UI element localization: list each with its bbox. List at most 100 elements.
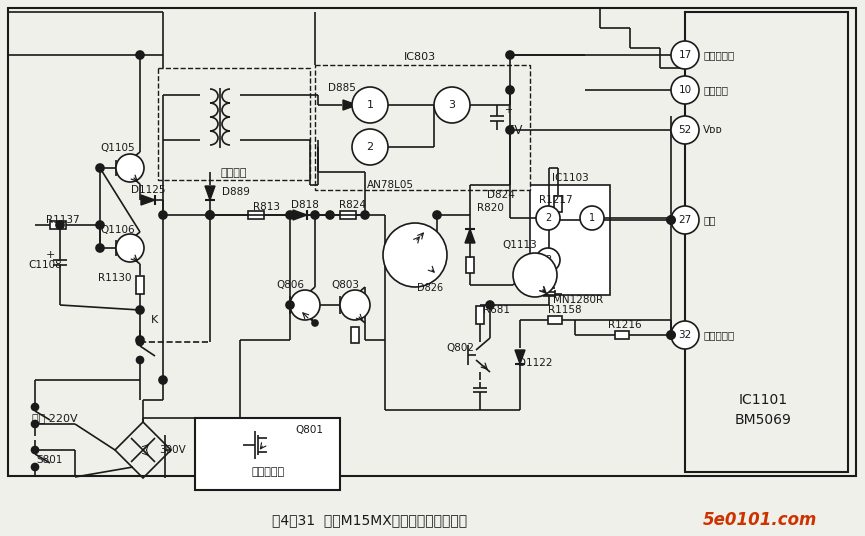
Text: 32: 32	[678, 330, 692, 340]
Bar	[340, 211, 356, 219]
Circle shape	[340, 290, 370, 320]
Text: 52: 52	[678, 125, 692, 135]
Text: 电源接通: 电源接通	[703, 85, 728, 95]
Circle shape	[352, 87, 388, 123]
Bar	[248, 211, 264, 219]
Circle shape	[159, 376, 167, 384]
Circle shape	[136, 306, 144, 314]
Text: 电源通／断: 电源通／断	[703, 330, 734, 340]
Bar	[195, 418, 340, 490]
Circle shape	[96, 221, 104, 229]
Circle shape	[312, 320, 318, 326]
Text: 3: 3	[448, 100, 456, 110]
Bar	[685, 12, 848, 472]
Text: 键扫描输出: 键扫描输出	[703, 50, 734, 60]
Circle shape	[286, 211, 294, 219]
Circle shape	[116, 154, 144, 182]
Circle shape	[31, 421, 39, 428]
Text: 300V: 300V	[160, 445, 186, 455]
Text: Q802: Q802	[446, 343, 474, 353]
Circle shape	[96, 164, 104, 172]
Text: 2: 2	[545, 213, 551, 223]
Text: 17: 17	[678, 50, 692, 60]
Text: Q803: Q803	[331, 280, 359, 290]
Circle shape	[159, 211, 167, 219]
Text: D885: D885	[328, 83, 356, 93]
Bar	[351, 327, 359, 343]
Circle shape	[31, 404, 39, 411]
Text: R1158: R1158	[548, 305, 582, 315]
Text: S801: S801	[37, 455, 63, 465]
Circle shape	[286, 301, 294, 309]
Bar	[615, 331, 629, 339]
Text: 2: 2	[367, 142, 374, 152]
Text: 27: 27	[678, 215, 692, 225]
Bar	[136, 276, 144, 294]
Text: D826: D826	[417, 283, 443, 293]
Circle shape	[137, 356, 144, 363]
Circle shape	[31, 446, 39, 453]
Circle shape	[433, 211, 441, 219]
Circle shape	[671, 41, 699, 69]
Circle shape	[206, 211, 214, 219]
Text: BM5069: BM5069	[734, 413, 791, 427]
Polygon shape	[400, 260, 410, 270]
Bar	[554, 196, 562, 212]
Circle shape	[671, 76, 699, 104]
Text: D889: D889	[222, 187, 250, 197]
Text: R1216: R1216	[608, 320, 642, 330]
Text: IC1103: IC1103	[552, 173, 588, 183]
Circle shape	[671, 321, 699, 349]
Text: 1: 1	[367, 100, 374, 110]
Circle shape	[361, 211, 369, 219]
Text: IC803: IC803	[404, 52, 436, 62]
Text: 辅助电源: 辅助电源	[221, 168, 247, 178]
Circle shape	[513, 253, 557, 297]
Bar	[158, 68, 310, 180]
Text: Q1113: Q1113	[503, 240, 537, 250]
Text: 1: 1	[589, 213, 595, 223]
Polygon shape	[465, 229, 475, 243]
Text: C1108: C1108	[29, 260, 62, 270]
Text: 5V: 5V	[507, 123, 522, 137]
Bar	[548, 316, 562, 324]
Text: +: +	[45, 250, 54, 260]
Text: 主开关电源: 主开关电源	[252, 467, 285, 477]
Circle shape	[671, 206, 699, 234]
Circle shape	[506, 126, 514, 134]
Text: Q801: Q801	[295, 425, 323, 435]
Circle shape	[506, 86, 514, 94]
Text: K: K	[151, 315, 158, 325]
Circle shape	[667, 331, 675, 339]
Polygon shape	[205, 186, 215, 200]
Text: IC1101: IC1101	[739, 393, 787, 407]
Circle shape	[506, 51, 514, 59]
Text: Vᴅᴅ: Vᴅᴅ	[703, 125, 723, 135]
Circle shape	[326, 211, 334, 219]
Circle shape	[536, 206, 560, 230]
Text: R813: R813	[253, 202, 280, 212]
Text: 图4－31  松下M15MX机芯的电源控制电路: 图4－31 松下M15MX机芯的电源控制电路	[272, 513, 468, 527]
Bar	[466, 257, 474, 273]
Text: +: +	[504, 105, 512, 115]
Circle shape	[96, 244, 104, 252]
Text: Q1105: Q1105	[100, 143, 135, 153]
Circle shape	[383, 223, 447, 287]
Text: R1130: R1130	[99, 273, 131, 283]
Bar	[8, 8, 856, 476]
Bar	[530, 185, 610, 295]
Polygon shape	[343, 100, 357, 110]
Circle shape	[116, 234, 144, 262]
Circle shape	[56, 221, 64, 229]
Text: 复位: 复位	[703, 215, 715, 225]
Text: R820: R820	[477, 203, 503, 213]
Circle shape	[434, 87, 470, 123]
Circle shape	[136, 336, 144, 344]
Text: AN78L05: AN78L05	[367, 180, 413, 190]
Circle shape	[671, 116, 699, 144]
Circle shape	[290, 290, 320, 320]
Circle shape	[136, 51, 144, 59]
Text: R681: R681	[484, 305, 510, 315]
Circle shape	[667, 216, 675, 224]
Bar	[476, 306, 484, 324]
